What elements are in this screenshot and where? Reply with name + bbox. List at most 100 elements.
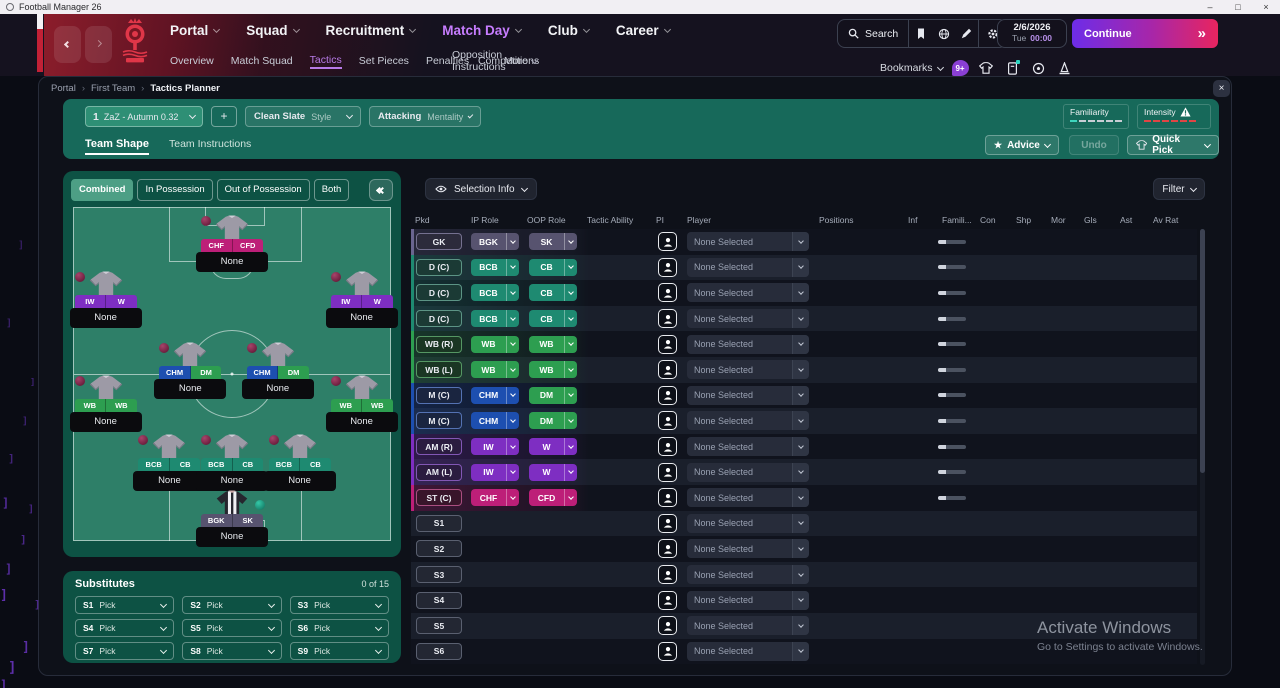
substitute-pick-dropdown[interactable]: S6 Pick bbox=[289, 619, 389, 637]
player-select-dropdown[interactable]: None Selected bbox=[687, 411, 809, 431]
player-select-dropdown[interactable]: None Selected bbox=[687, 334, 809, 354]
tactic-select-dropdown[interactable]: 1 ZaZ - Autumn 0.32 bbox=[85, 106, 203, 127]
nav-menu-item[interactable]: Portal bbox=[170, 23, 221, 38]
player-select-dropdown[interactable]: None Selected bbox=[687, 257, 809, 277]
training-cone-icon[interactable] bbox=[1056, 60, 1073, 77]
pitch-player-slot[interactable]: WB WB None bbox=[69, 375, 142, 432]
player-instructions-button[interactable] bbox=[658, 641, 677, 661]
player-instructions-button[interactable] bbox=[658, 565, 677, 585]
player-instructions-button[interactable] bbox=[658, 385, 677, 405]
player-select-dropdown[interactable]: None Selected bbox=[687, 590, 809, 610]
pitch-player-slot[interactable]: CHM DM None bbox=[154, 342, 227, 400]
column-header[interactable]: Tactic Ability bbox=[587, 215, 634, 225]
nav-menu-item[interactable]: Recruitment bbox=[326, 23, 417, 38]
substitute-pick-dropdown[interactable]: S4 Pick bbox=[75, 619, 175, 637]
pitch-view-button[interactable]: Combined bbox=[71, 179, 134, 201]
player-slot-name[interactable]: None bbox=[263, 470, 336, 491]
player-instructions-button[interactable] bbox=[658, 590, 677, 610]
oop-role-dropdown[interactable]: CB bbox=[529, 258, 577, 276]
subnav-item[interactable]: Set Pieces bbox=[358, 55, 409, 67]
ip-role-dropdown[interactable]: CHF bbox=[471, 489, 519, 507]
player-instructions-button[interactable] bbox=[658, 232, 677, 252]
nav-menu-item[interactable]: Club bbox=[548, 23, 590, 38]
pitch-player-slot[interactable]: BCB CB None bbox=[133, 434, 206, 491]
player-select-dropdown[interactable]: None Selected bbox=[687, 437, 809, 457]
ip-role-dropdown[interactable]: BCB bbox=[471, 284, 519, 302]
player-slot-name[interactable]: None bbox=[196, 470, 268, 491]
minimize-button[interactable]: – bbox=[1207, 2, 1213, 12]
player-instructions-button[interactable] bbox=[658, 488, 677, 508]
player-select-dropdown[interactable]: None Selected bbox=[687, 232, 809, 252]
mentality-dropdown[interactable]: Attacking Mentality bbox=[369, 106, 481, 127]
substitute-pick-dropdown[interactable]: S2 Pick bbox=[182, 596, 282, 614]
player-slot-name[interactable]: None bbox=[196, 251, 268, 272]
player-instructions-button[interactable] bbox=[658, 257, 677, 277]
player-instructions-button[interactable] bbox=[658, 616, 677, 636]
column-header[interactable]: Mor bbox=[1051, 215, 1066, 225]
column-header[interactable]: Con bbox=[980, 215, 996, 225]
player-select-dropdown[interactable]: None Selected bbox=[687, 309, 809, 329]
player-instructions-button[interactable] bbox=[658, 309, 677, 329]
column-header[interactable]: IP Role bbox=[471, 215, 499, 225]
column-header[interactable]: Positions bbox=[819, 215, 854, 225]
club-crest-logo[interactable] bbox=[114, 17, 156, 63]
pitch-player-slot[interactable]: IW W None bbox=[69, 271, 142, 328]
player-select-dropdown[interactable]: None Selected bbox=[687, 488, 809, 508]
game-date[interactable]: 2/6/2026 Tue 00:00 bbox=[997, 19, 1067, 48]
breadcrumb[interactable]: Portal › First Team › Tactics Planner bbox=[51, 83, 220, 94]
nav-menu-item[interactable]: Career bbox=[616, 23, 671, 38]
player-slot-name[interactable]: None bbox=[133, 470, 206, 491]
ip-role-dropdown[interactable]: BCB bbox=[471, 258, 519, 276]
column-header[interactable]: Gls bbox=[1084, 215, 1097, 225]
ip-role-dropdown[interactable]: IW bbox=[471, 438, 519, 456]
substitute-pick-dropdown[interactable]: S9 Pick bbox=[289, 642, 389, 660]
pitch-player-slot[interactable]: BCB CB None bbox=[196, 434, 268, 491]
bookmarks-dropdown[interactable]: Bookmarks bbox=[880, 62, 944, 74]
pitch-player-slot[interactable]: IW W None bbox=[325, 271, 398, 328]
player-instructions-button[interactable] bbox=[658, 437, 677, 457]
subnav-item[interactable]: Tactics bbox=[309, 54, 342, 69]
collapse-panel-button[interactable] bbox=[369, 179, 393, 201]
player-instructions-button[interactable] bbox=[658, 462, 677, 482]
ip-role-dropdown[interactable]: WB bbox=[471, 361, 519, 379]
ip-role-dropdown[interactable]: WB bbox=[471, 335, 519, 353]
player-instructions-button[interactable] bbox=[658, 334, 677, 354]
column-header[interactable]: OOP Role bbox=[527, 215, 566, 225]
back-button[interactable] bbox=[54, 26, 81, 63]
substitute-pick-dropdown[interactable]: S8 Pick bbox=[182, 642, 282, 660]
pitch-player-slot[interactable]: BCB CB None bbox=[263, 434, 336, 491]
substitute-pick-dropdown[interactable]: S7 Pick bbox=[75, 642, 175, 660]
player-instructions-button[interactable] bbox=[658, 283, 677, 303]
kit-shirt-icon[interactable] bbox=[978, 60, 995, 77]
ip-role-dropdown[interactable]: CHM bbox=[471, 386, 519, 404]
subnav-item[interactable]: Competitions bbox=[478, 55, 539, 67]
undo-button[interactable]: Undo bbox=[1069, 135, 1119, 155]
oop-role-dropdown[interactable]: WB bbox=[529, 335, 577, 353]
notifications-badge[interactable]: 9+ bbox=[951, 60, 969, 76]
subnav-item[interactable]: Penalties bbox=[426, 55, 469, 67]
ip-role-dropdown[interactable]: BGK bbox=[471, 233, 519, 251]
pitch-player-slot[interactable]: WB WB None bbox=[325, 375, 398, 432]
player-select-dropdown[interactable]: None Selected bbox=[687, 641, 809, 661]
player-instructions-button[interactable] bbox=[658, 513, 677, 533]
nav-menu-item[interactable]: Match Day bbox=[442, 23, 522, 38]
subnav-item[interactable]: More bbox=[504, 55, 538, 67]
oop-role-dropdown[interactable]: W bbox=[529, 463, 577, 481]
column-header[interactable]: Av Rat bbox=[1153, 215, 1179, 225]
oop-role-dropdown[interactable]: CFD bbox=[529, 489, 577, 507]
oop-role-dropdown[interactable]: CB bbox=[529, 310, 577, 328]
quick-pick-dropdown[interactable]: Quick Pick bbox=[1127, 134, 1219, 156]
player-slot-name[interactable]: None bbox=[69, 411, 142, 432]
nav-menu-item[interactable]: Squad bbox=[246, 23, 300, 38]
player-instructions-button[interactable] bbox=[658, 360, 677, 380]
player-slot-name[interactable]: None bbox=[69, 307, 142, 328]
selection-info-dropdown[interactable]: Selection Info bbox=[425, 178, 537, 200]
column-header[interactable]: Inf bbox=[908, 215, 918, 225]
column-header[interactable]: PI bbox=[656, 215, 665, 225]
pitch-player-slot[interactable]: BGK SK None bbox=[196, 490, 268, 548]
subnav-item[interactable]: Opposition Instructions bbox=[452, 49, 506, 73]
player-slot-name[interactable]: None bbox=[325, 411, 398, 432]
close-window-button[interactable]: × bbox=[1263, 2, 1269, 12]
column-header[interactable]: Famili... bbox=[942, 215, 972, 225]
tab-team-instructions[interactable]: Team Instructions bbox=[169, 138, 252, 150]
